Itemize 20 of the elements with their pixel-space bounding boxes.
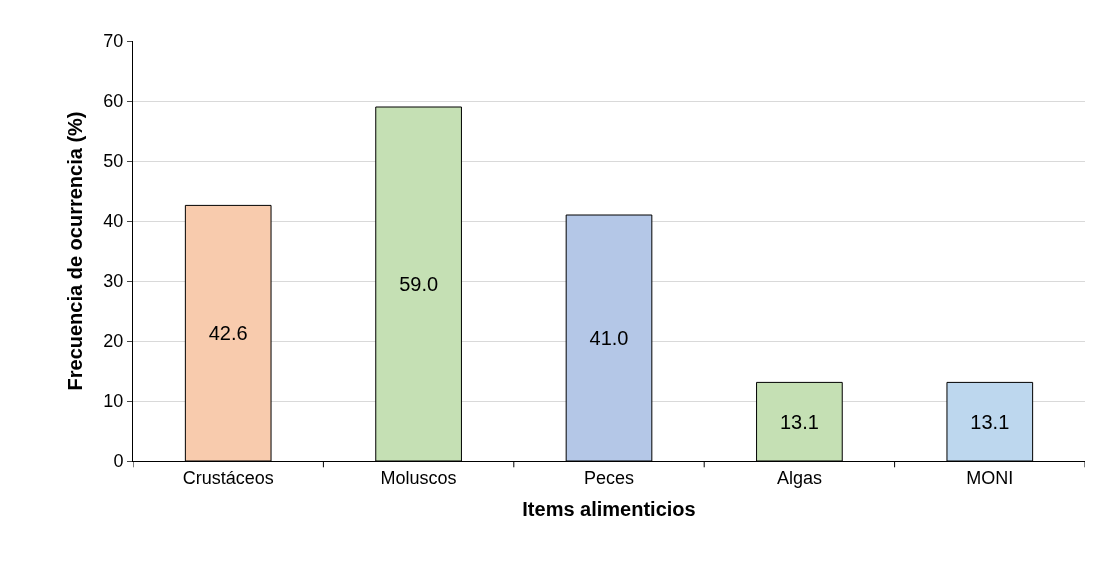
y-tick-label: 40 [103, 211, 124, 232]
data-label: 13.1 [970, 410, 1010, 433]
y-tick-label: 0 [113, 451, 124, 472]
data-label: 41.0 [589, 327, 629, 349]
y-tick-label: 10 [103, 391, 124, 412]
x-axis-title: Items alimenticios [522, 498, 696, 521]
x-tick-label: Algas [776, 467, 822, 488]
data-label: 13.1 [779, 410, 819, 433]
y-tick-label: 20 [103, 331, 124, 352]
y-tick-label: 50 [103, 151, 124, 172]
x-tick-label: Moluscos [380, 467, 457, 488]
data-label: 59.0 [399, 273, 439, 295]
x-tick-label: MONI [966, 467, 1014, 488]
y-axis-title: Frecuencia de ocurrencia (%) [63, 111, 86, 391]
x-tick-label: Crustáceos [182, 467, 274, 488]
data-label: 42.6 [208, 322, 248, 345]
y-tick-label: 60 [103, 91, 124, 112]
y-tick-label: 30 [103, 271, 124, 292]
y-tick-label: 70 [103, 31, 124, 52]
x-tick-label: Peces [583, 467, 635, 488]
